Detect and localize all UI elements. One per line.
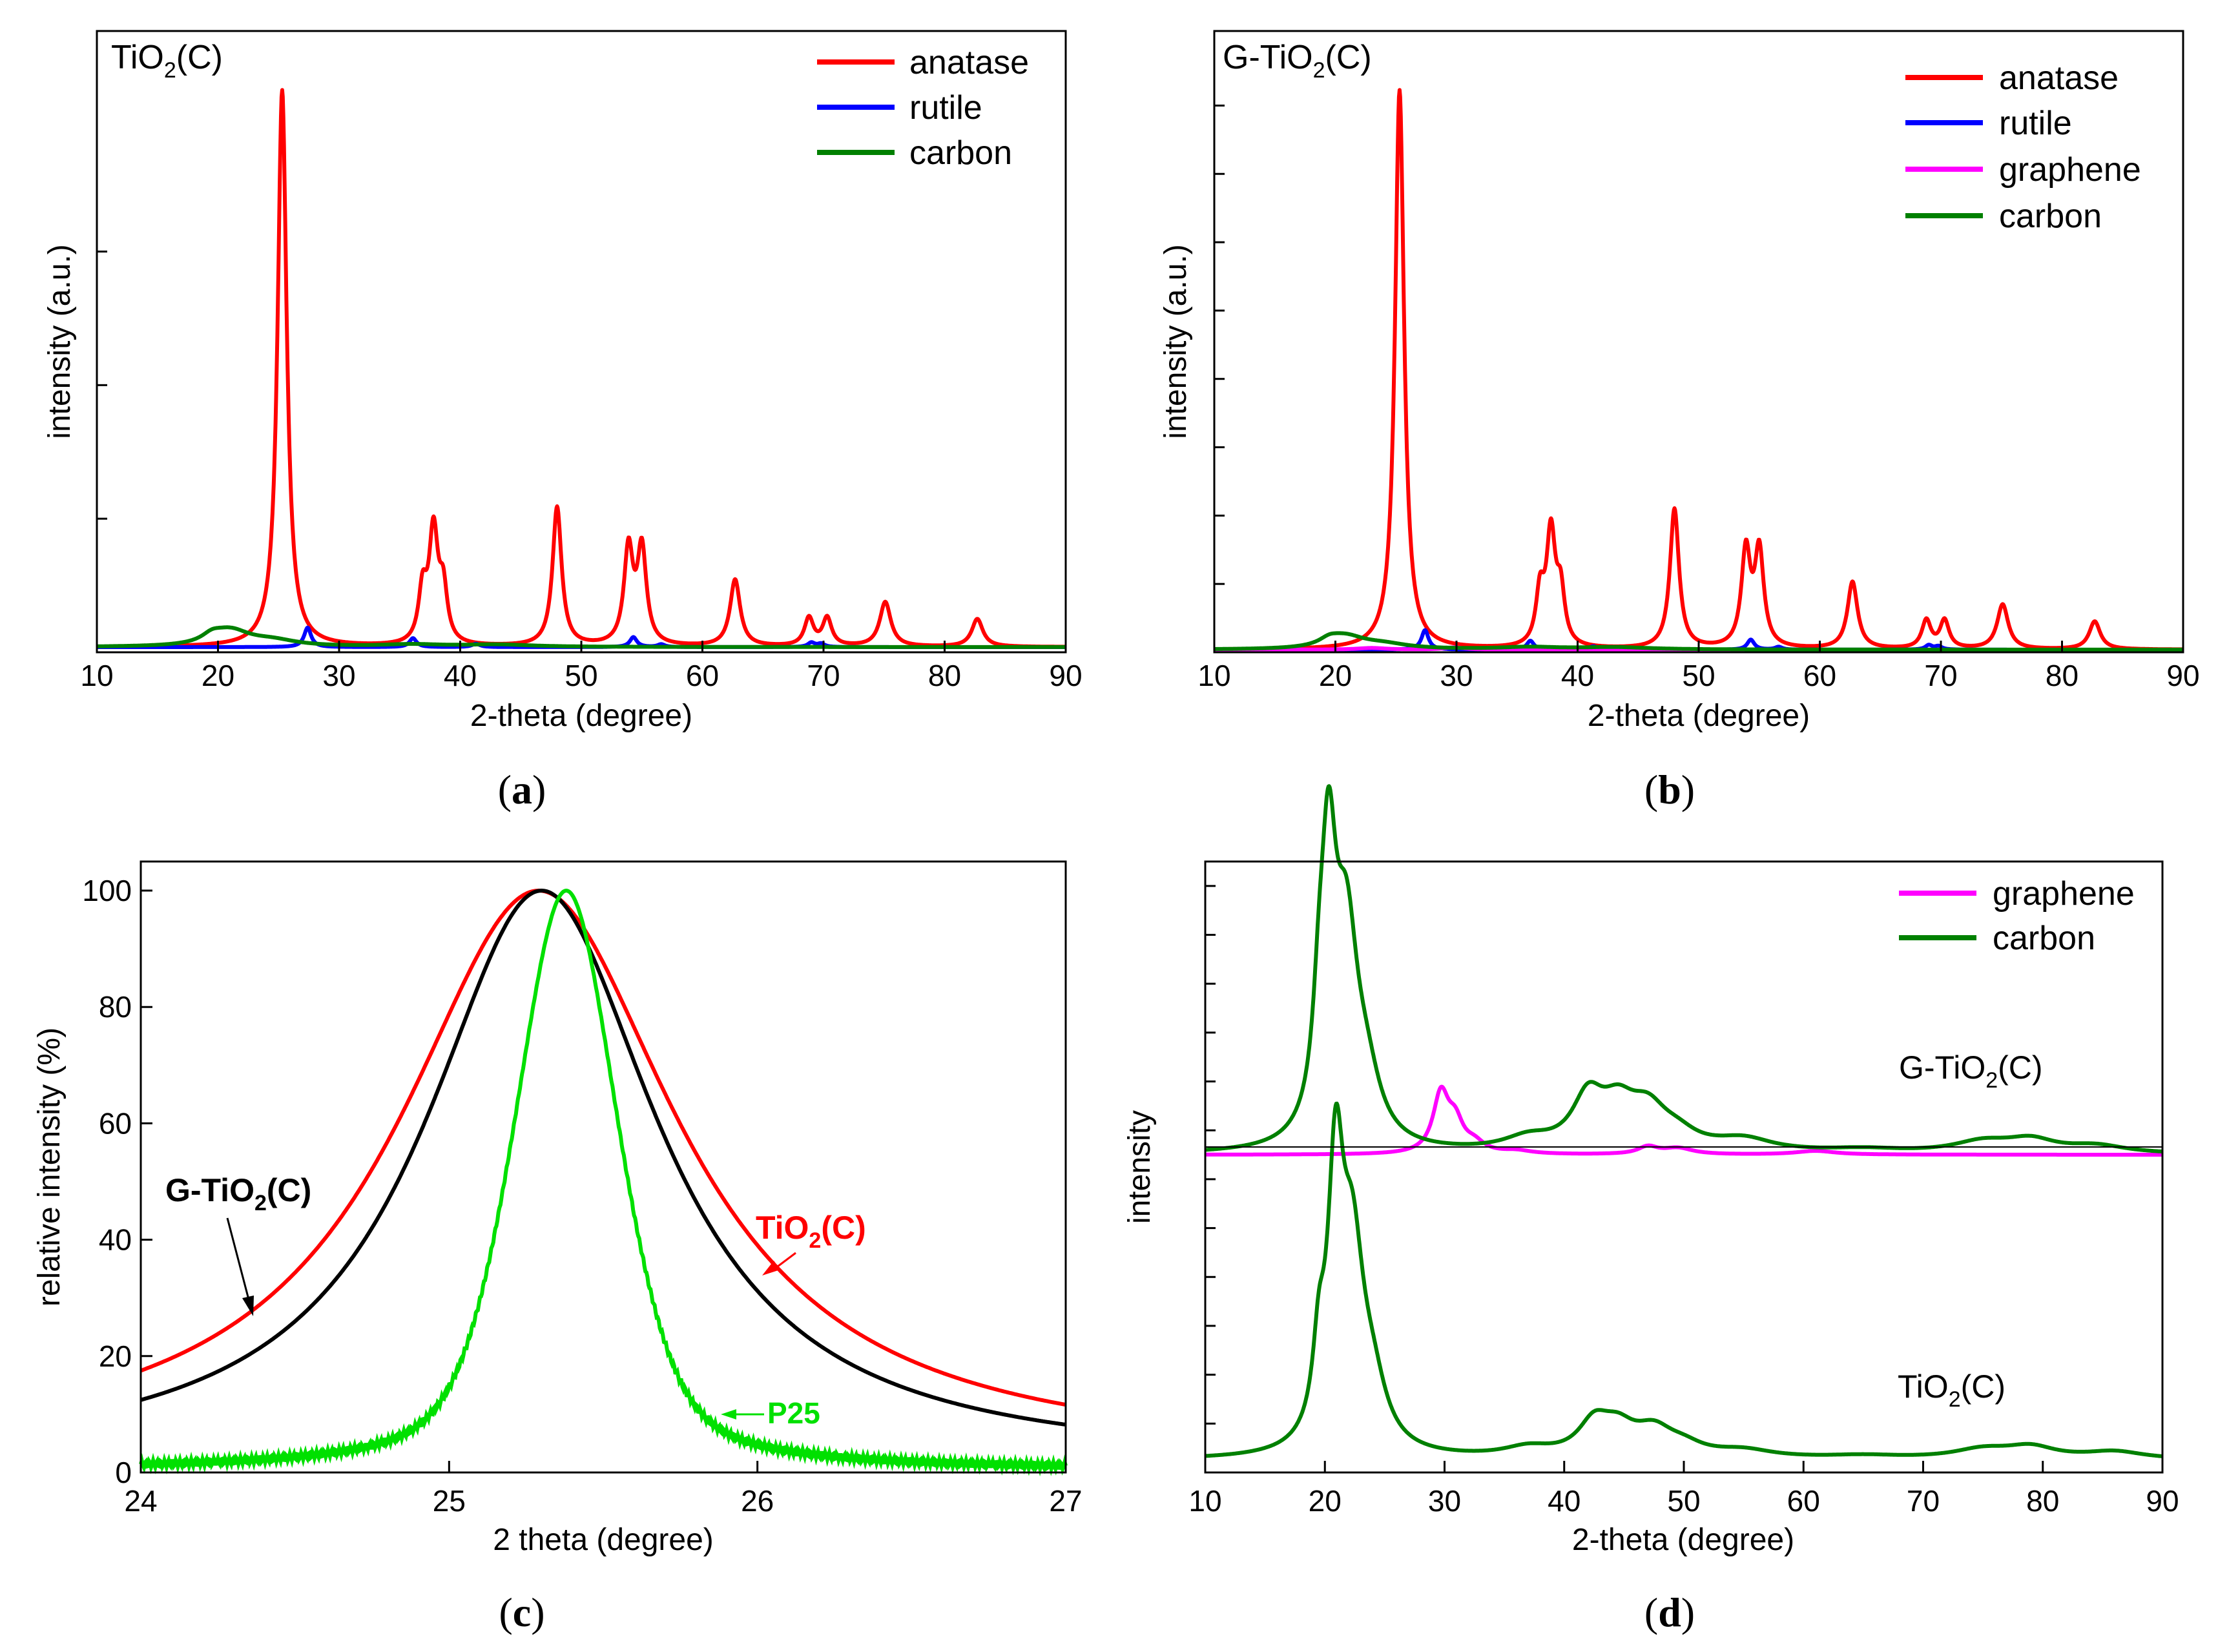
series-line-carbon	[1203, 1101, 2164, 1458]
series-line-G-TiO2(C)	[140, 888, 1066, 1427]
y-tick-label: 60	[99, 1106, 132, 1140]
panel-a-xlabel: 2-theta (degree)	[470, 699, 692, 733]
series-line-carbon	[1203, 784, 2164, 1153]
legend-label-anatase: anatase	[909, 44, 1029, 81]
legend-label-graphene: graphene	[1999, 151, 2141, 189]
panel-a-legend: anatase rutile carbon	[817, 44, 1029, 172]
panel-c: 24 25 26 27 0 20 40 60 80 100 G-TiO2(C) TiO2(C) P…	[32, 860, 1083, 1635]
panel-b-xlabel: 2-theta (degree)	[1588, 699, 1810, 733]
series-line-P25	[139, 888, 1068, 1477]
x-tick-label: 60	[1803, 659, 1836, 692]
x-tick-label: 30	[322, 659, 355, 692]
panel-d-ylabel: intensity	[1123, 1110, 1157, 1224]
series-line-graphene	[1203, 1084, 2164, 1157]
annotation-tio2c-arrow	[777, 1252, 796, 1268]
annotation-g-tio2c-arrow	[226, 1217, 250, 1300]
series-line-anatase	[95, 88, 1068, 649]
y-tick-label: 80	[99, 990, 132, 1024]
x-tick-label: 40	[1561, 659, 1594, 692]
y-tick-label: 100	[82, 874, 132, 907]
panel-d-xlabel: 2-theta (degree)	[1572, 1523, 1794, 1557]
x-tick-label: 27	[1049, 1484, 1082, 1518]
x-tick-label: 90	[1049, 659, 1082, 692]
panel-b-caption: (b)	[1644, 767, 1695, 812]
annotation-tio2c: TiO2(C)	[756, 1210, 866, 1253]
legend-label-graphene: graphene	[1993, 875, 2135, 913]
panel-a: 10 20 30 40 50 60 70 80 90 TiO2(C) anatase rutil…	[43, 30, 1083, 812]
panel-b-ticks: 10 20 30 40 50 60 70 80 90	[1197, 104, 2200, 692]
series-line-TiO2(C)	[140, 888, 1066, 1407]
panel-d-plot-area	[1203, 784, 2164, 1458]
x-tick-label: 50	[1667, 1484, 1700, 1518]
x-tick-label: 70	[1907, 1484, 1940, 1518]
panel-c-xlabel: 2 theta (degree)	[493, 1523, 714, 1557]
panel-b-ylabel: intensity (a.u.)	[1159, 244, 1193, 439]
x-tick-label: 10	[1197, 659, 1230, 692]
annotation-g-tio2c-arrowhead	[242, 1296, 254, 1316]
panel-c-ticks: 24 25 26 27 0 20 40 60 80 100	[82, 874, 1082, 1518]
panel-b-sample-label: G-TiO2(C)	[1223, 39, 1372, 83]
x-tick-label: 90	[2166, 659, 2199, 692]
annotation-g-tio2c: G-TiO2(C)	[165, 1172, 311, 1215]
y-tick-label: 20	[99, 1339, 132, 1373]
x-tick-label: 90	[2146, 1484, 2179, 1518]
x-tick-label: 40	[444, 659, 477, 692]
panel-d: 10 20 30 40 50 60 70 80 90 graphene carbon G-TiO…	[1123, 784, 2179, 1635]
legend-label-rutile: rutile	[909, 89, 982, 127]
panel-c-frame	[140, 860, 1067, 1474]
annotation-p25-arrowhead	[721, 1409, 736, 1420]
x-tick-label: 50	[1682, 659, 1715, 692]
x-tick-label: 20	[202, 659, 234, 692]
x-tick-label: 80	[2026, 1484, 2059, 1518]
x-tick-label: 60	[686, 659, 719, 692]
annotation-tio2c-arrowhead	[762, 1261, 780, 1275]
panel-b-legend: anatase rutile graphene carbon	[1905, 59, 2141, 235]
x-tick-label: 70	[807, 659, 840, 692]
panel-c-ylabel: relative intensity (%)	[32, 1027, 67, 1306]
panel-a-caption: (a)	[498, 767, 546, 812]
x-tick-label: 24	[124, 1484, 157, 1518]
x-tick-label: 26	[741, 1484, 774, 1518]
panel-d-ticks: 10 20 30 40 50 60 70 80 90	[1188, 885, 2179, 1518]
series-line-anatase	[1212, 88, 2185, 652]
x-tick-label: 50	[565, 659, 597, 692]
panel-d-legend: graphene carbon	[1899, 875, 2135, 957]
x-tick-label: 30	[1428, 1484, 1461, 1518]
panel-a-plot-area	[95, 88, 1068, 649]
x-tick-label: 60	[1787, 1484, 1820, 1518]
panel-b: 10 20 30 40 50 60 70 80 90 G-TiO2(C) anatase rut…	[1159, 30, 2200, 812]
panel-a-sample-label: TiO2(C)	[111, 39, 223, 83]
panel-d-sample-label-lower: TiO2(C)	[1898, 1368, 2006, 1412]
x-tick-label: 30	[1440, 659, 1473, 692]
x-tick-label: 25	[433, 1484, 466, 1518]
annotation-p25: P25	[767, 1396, 820, 1430]
x-tick-label: 20	[1319, 659, 1352, 692]
panel-c-caption: (c)	[499, 1589, 544, 1635]
panel-c-plot-area	[139, 888, 1068, 1477]
x-tick-label: 70	[1924, 659, 1957, 692]
legend-label-carbon: carbon	[909, 134, 1012, 172]
x-tick-label: 10	[80, 659, 113, 692]
y-tick-label: 0	[115, 1456, 132, 1489]
panel-d-caption: (d)	[1644, 1589, 1695, 1635]
x-tick-label: 80	[2046, 659, 2078, 692]
legend-label-carbon: carbon	[1999, 198, 2102, 235]
panel-a-ylabel: intensity (a.u.)	[43, 244, 77, 439]
x-tick-label: 10	[1188, 1484, 1221, 1518]
legend-label-anatase: anatase	[1999, 59, 2119, 97]
panel-d-sample-label-upper: G-TiO2(C)	[1899, 1049, 2043, 1093]
x-tick-label: 80	[928, 659, 961, 692]
x-tick-label: 40	[1548, 1484, 1581, 1518]
y-tick-label: 40	[99, 1223, 132, 1257]
legend-label-carbon: carbon	[1993, 920, 2095, 957]
panel-a-ticks: 10 20 30 40 50 60 70 80 90	[80, 251, 1083, 692]
x-tick-label: 20	[1309, 1484, 1342, 1518]
legend-label-rutile: rutile	[1999, 105, 2072, 142]
